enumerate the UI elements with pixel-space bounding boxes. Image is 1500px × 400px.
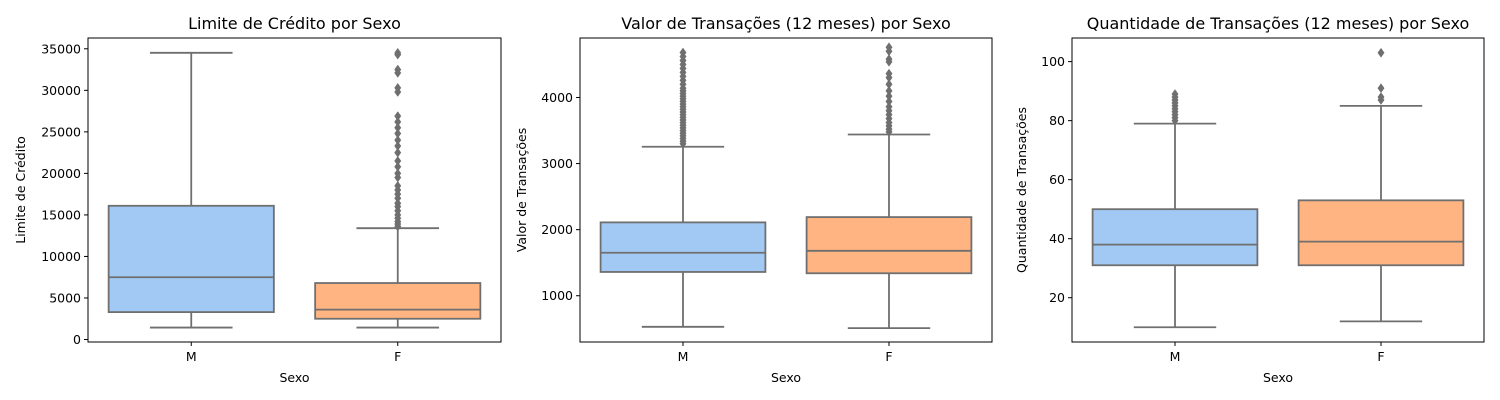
outlier-point (885, 101, 893, 112)
y-tick-label: 35000 (41, 41, 81, 56)
y-tick-label: 2000 (541, 222, 573, 237)
outlier-point (885, 85, 893, 96)
outlier-point (885, 54, 893, 65)
plot-area: 0 5000 10000 15000 20000 25000 30000 35000 M F (41, 37, 502, 364)
x-axis-label: Sexo (1263, 370, 1293, 385)
y-tick-label: 5000 (49, 290, 81, 305)
chart-title: Quantidade de Transações (12 meses) por … (1087, 14, 1470, 33)
y-tick-label: 20000 (41, 166, 81, 181)
x-tick-label: F (885, 349, 892, 364)
outlier-point (394, 82, 402, 93)
y-axis-label: Valor de Transações (514, 128, 529, 253)
outlier-point (394, 168, 402, 179)
outlier-point (394, 161, 402, 172)
y-axis-label: Quantidade de Transações (1014, 107, 1029, 273)
outlier-point (394, 111, 402, 122)
box-iqr (805, 216, 973, 275)
outlier-point (394, 155, 402, 166)
outlier-point (394, 116, 402, 127)
x-tick-label: F (1377, 349, 1384, 364)
plot-area: 20 40 60 80 100 M F (1041, 37, 1485, 364)
y-tick-label: 0 (73, 332, 81, 347)
chart-title: Valor de Transações (12 meses) por Sexo (621, 14, 950, 33)
axes-frame (1071, 37, 1485, 343)
outlier-point (885, 42, 893, 53)
y-axis-label: Limite de Crédito (13, 136, 28, 244)
outlier-point (1171, 89, 1179, 100)
y-tick-label: 1000 (541, 288, 573, 303)
outlier-point (394, 128, 402, 139)
chart-title: Limite de Crédito por Sexo (188, 14, 401, 33)
y-tick-label: 80 (1049, 113, 1065, 128)
x-tick-label: M (1170, 349, 1181, 364)
x-tick-label: F (394, 349, 401, 364)
box-iqr (1297, 199, 1465, 267)
y-tick-label: 60 (1049, 172, 1065, 187)
outlier-point (1377, 47, 1385, 58)
outlier-point (394, 180, 402, 191)
y-tick-label: 100 (1041, 54, 1065, 69)
x-axis-label: Sexo (771, 370, 801, 385)
plot-area: 1000 2000 3000 4000 M F (541, 37, 993, 364)
box-iqr (599, 221, 767, 273)
outlier-point (1377, 83, 1385, 94)
x-axis-label: Sexo (279, 370, 309, 385)
chart-panel-transaction-value: Valor de Transações (12 meses) por Sexo … (514, 14, 993, 385)
chart-panel-credit-limit: Limite de Crédito por Sexo Sexo Limite d… (13, 14, 502, 385)
outlier-point (885, 68, 893, 79)
outlier-point (885, 96, 893, 107)
outlier-point (885, 79, 893, 90)
y-tick-label: 10000 (41, 249, 81, 264)
outlier-point (394, 198, 402, 209)
box-iqr (314, 282, 482, 320)
y-tick-label: 20 (1049, 290, 1065, 305)
x-tick-label: M (186, 349, 197, 364)
outlier-point (394, 141, 402, 151)
outlier-point (679, 47, 687, 58)
outlier-point (885, 91, 893, 102)
x-tick-label: M (678, 349, 689, 364)
y-tick-label: 3000 (541, 156, 573, 171)
outlier-point (1377, 92, 1385, 102)
outlier-point (394, 122, 402, 133)
outlier-point (394, 47, 402, 58)
outlier-point (394, 64, 402, 75)
box-iqr (107, 204, 275, 313)
y-tick-label: 4000 (541, 90, 573, 105)
y-tick-label: 25000 (41, 124, 81, 139)
y-tick-label: 30000 (41, 83, 81, 98)
outlier-point (394, 147, 402, 158)
chart-panel-transaction-count: Quantidade de Transações (12 meses) por … (1014, 14, 1485, 385)
y-tick-label: 40 (1049, 231, 1065, 246)
axes-frame (579, 37, 993, 343)
axes-frame (87, 37, 502, 343)
y-tick-label: 15000 (41, 207, 81, 222)
outlier-point (394, 135, 402, 146)
box-iqr (1091, 208, 1259, 267)
